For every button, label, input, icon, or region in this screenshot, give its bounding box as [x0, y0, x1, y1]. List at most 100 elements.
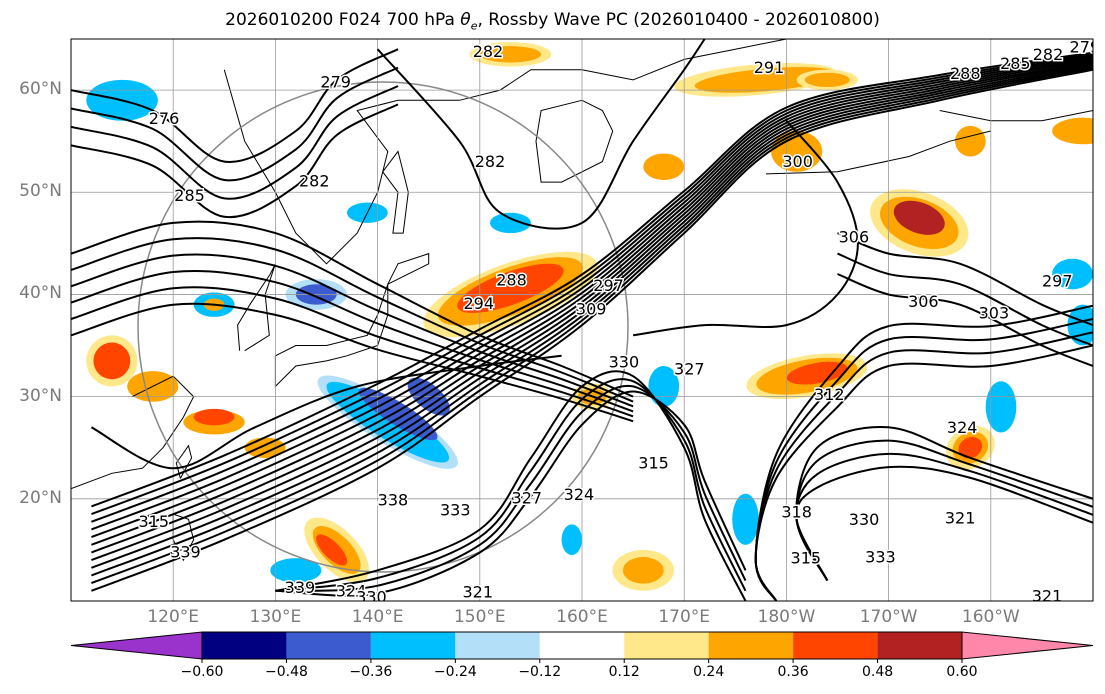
contour-line [71, 269, 634, 413]
contour-line [275, 384, 747, 592]
contour-label: 324 [947, 418, 978, 437]
anomaly-patch [93, 342, 131, 380]
contour-line [754, 304, 1093, 601]
colorbar-segment [370, 632, 456, 659]
latitude-label: 40°N [19, 283, 62, 304]
colorbar-under-triangle [70, 631, 203, 660]
contour-line [71, 66, 399, 182]
latitude-label: 60°N [19, 79, 62, 100]
colorbar-segment [455, 632, 540, 659]
contour-line [71, 302, 634, 423]
colorbar-level-label: −0.60 [180, 664, 224, 680]
title-subscript: e [470, 19, 478, 33]
contour-label: 333 [865, 548, 896, 567]
anomaly-patch [958, 436, 983, 459]
contour-line [837, 232, 1093, 327]
longitude-label: 130°E [249, 607, 302, 627]
anomaly-patch [457, 263, 564, 313]
colorbar [70, 631, 1094, 663]
anomaly-patch [804, 72, 850, 88]
contour-line [275, 378, 747, 592]
colorbar-segment [286, 632, 371, 659]
colorbar-level-label: 0.24 [693, 664, 725, 680]
contour-line [71, 237, 634, 403]
contour-label: 291 [754, 58, 785, 77]
contour-label: 315 [791, 549, 822, 568]
contour-label: 294 [464, 294, 495, 313]
contour-line [837, 273, 1093, 367]
contour-line [71, 85, 399, 200]
longitude-label: 120°E [147, 607, 200, 627]
contour-label: 285 [174, 186, 205, 205]
anomaly-patch [1052, 117, 1093, 145]
anomaly-patch [193, 408, 235, 426]
anomaly-patch [316, 534, 348, 566]
contour-label: 279 [1070, 38, 1101, 57]
contour-label: 327 [512, 488, 543, 507]
longitude-label: 160°W [961, 607, 1020, 627]
coastline [535, 99, 614, 183]
contour-label: 330 [849, 510, 880, 529]
contour-line [91, 68, 1093, 592]
anomaly-patch [1067, 304, 1093, 346]
coastline [939, 110, 1093, 122]
contour-label: 312 [814, 385, 845, 404]
title-suffix: , Rossby Wave PC (2026010400 - 202601080… [477, 10, 880, 30]
anomaly-patch [1052, 258, 1093, 290]
colorbar-over-triangle [961, 631, 1094, 660]
contour-label: 321 [1032, 586, 1063, 605]
contour-line [837, 252, 1093, 347]
contour-label: 330 [356, 587, 387, 606]
longitude-label: 140°E [351, 607, 404, 627]
contour-label: 276 [149, 109, 180, 128]
colorbar-frame [201, 631, 963, 660]
contour-label: 339 [170, 542, 201, 561]
anomaly-patch [786, 361, 848, 385]
anomaly-shading [86, 42, 1093, 591]
colorbar-level-label: 0.12 [608, 664, 640, 680]
colorbar-level-label: −0.12 [518, 664, 562, 680]
title-prefix: 2026010200 F024 700 hPa [225, 10, 461, 30]
coastline [237, 263, 276, 352]
anomaly-patch [955, 125, 986, 157]
anomaly-patch [771, 130, 823, 172]
contour-line [90, 354, 562, 470]
contour-label: 282 [1033, 45, 1064, 64]
contour-line [795, 465, 1093, 582]
contour-label: 288 [496, 271, 527, 290]
coastline [71, 375, 195, 490]
contour-line [91, 64, 1093, 569]
map-title: 2026010200 F024 700 hPa θe, Rossby Wave … [0, 10, 1105, 32]
contour-line [91, 67, 1093, 585]
anomaly-patch [561, 524, 583, 556]
longitude-label: 170°E [658, 607, 711, 627]
contour-line [91, 57, 1093, 539]
contour-line [91, 53, 1093, 516]
anomaly-patch [270, 558, 322, 583]
contour-label: 297 [593, 276, 624, 295]
contour-line [632, 120, 859, 337]
map-frame [70, 38, 1094, 602]
contour-line [91, 56, 1093, 531]
colorbar-segment [708, 632, 794, 659]
contour-label: 318 [781, 503, 812, 522]
contour-label: 333 [440, 501, 471, 520]
contour-line [91, 59, 1093, 546]
coastline [765, 130, 991, 175]
latitude-label: 20°N [19, 487, 62, 508]
contour-label: 297 [1042, 272, 1073, 291]
contour-label: 309 [576, 299, 607, 318]
contour-line [91, 61, 1093, 554]
contour-line [71, 48, 399, 163]
colorbar-level-label: 0.60 [946, 664, 978, 680]
contour-label: 324 [564, 485, 595, 504]
contour-label: 282 [473, 42, 504, 61]
theta-e-contours [71, 39, 1093, 601]
contour-line [275, 370, 747, 601]
anomaly-patch [490, 212, 531, 234]
colorbar-segment [202, 632, 287, 659]
contour-label: 285 [1000, 54, 1031, 73]
contour-label: 282 [299, 172, 330, 191]
contour-label: 306 [839, 228, 870, 247]
